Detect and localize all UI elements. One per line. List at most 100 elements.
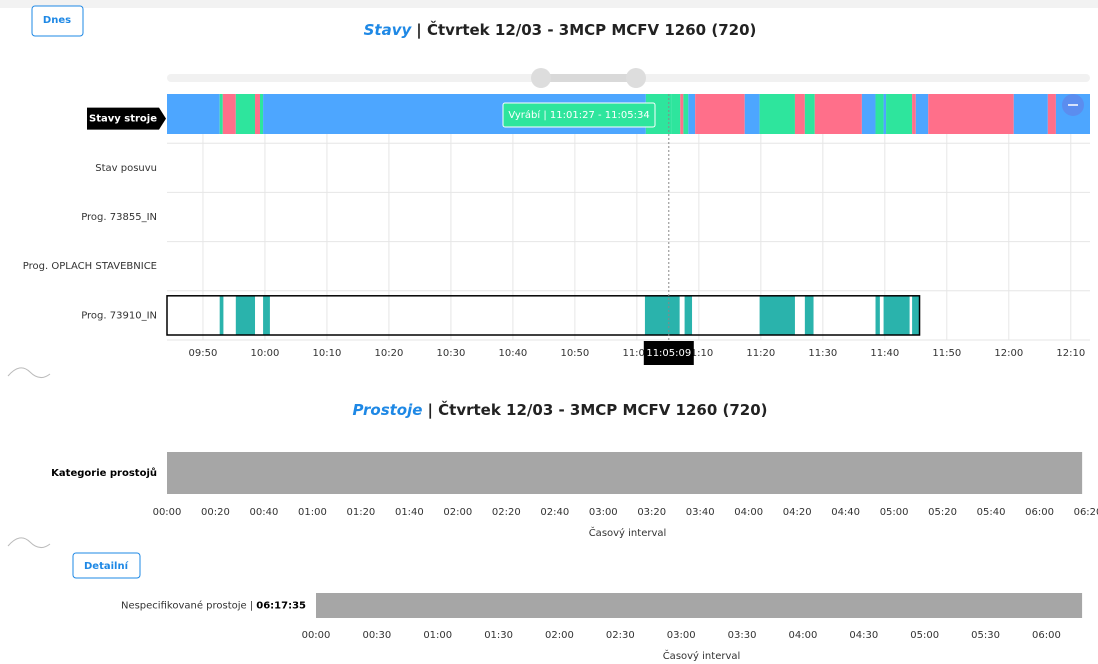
row-label: Nespecifikované prostoje | 06:17:35 (121, 600, 306, 612)
x-tick-label: 02:00 (443, 507, 472, 518)
row-label: Stav posuvu (95, 163, 157, 174)
segment (875, 94, 884, 134)
segment (316, 593, 1083, 618)
x-tick-label: 02:40 (540, 507, 569, 518)
x-tick-label: 01:00 (298, 507, 327, 518)
x-tick-label: 02:00 (545, 630, 574, 641)
range-handle[interactable] (626, 68, 646, 88)
row-name: Prog. 73855_IN (81, 212, 157, 223)
segment (804, 94, 815, 134)
segment (688, 94, 696, 134)
segment (915, 94, 929, 134)
segment (875, 295, 880, 335)
button-frame[interactable] (72, 552, 141, 579)
x-tick-label: 12:00 (994, 348, 1023, 359)
detail-button[interactable]: Detailní (72, 552, 141, 579)
row-total: 06:17:35 (256, 601, 306, 612)
x-tick-label: 11:30 (808, 348, 837, 359)
segment (814, 94, 862, 134)
segment (695, 94, 745, 134)
x-tick-label: 01:30 (484, 630, 513, 641)
segment (883, 94, 887, 134)
segment (671, 94, 681, 134)
button-label[interactable]: Detailní (84, 560, 129, 572)
segment (167, 94, 220, 134)
x-tick-label: 03:00 (589, 507, 618, 518)
x-tick-label: 05:00 (910, 630, 939, 641)
range-handle[interactable] (531, 68, 551, 88)
segment (886, 94, 913, 134)
segment (794, 94, 805, 134)
segment (235, 94, 256, 134)
x-axis-label: Časový interval (663, 649, 741, 662)
row-outline (166, 295, 921, 336)
row-label: Prog. 73855_IN (81, 212, 157, 223)
x-tick-label: 06:20 (1074, 507, 1098, 518)
row-name: Prog. 73910_IN (81, 310, 157, 321)
segment (861, 94, 876, 134)
x-tick-label: 05:40 (977, 507, 1006, 518)
segment (263, 295, 270, 335)
x-tick-label: 09:50 (189, 348, 218, 359)
x-tick-label: 06:00 (1032, 630, 1061, 641)
segment (644, 295, 680, 335)
today-button[interactable]: Dnes (31, 5, 84, 37)
x-tick-label: 04:20 (783, 507, 812, 518)
x-tick-label: 10:00 (251, 348, 280, 359)
row-name: Kategorie prostojů (51, 466, 157, 479)
x-tick-label: 05:20 (928, 507, 957, 518)
range-selection[interactable] (541, 74, 636, 82)
x-tick-label: 01:40 (395, 507, 424, 518)
title-main: Prostoje (352, 401, 422, 419)
x-tick-label: 00:40 (250, 507, 279, 518)
x-tick-label: 00:30 (362, 630, 391, 641)
title-sub: | Čtvrtek 12/03 - 3MCP MCFV 1260 (720) (427, 400, 767, 420)
x-tick-label: 00:00 (153, 507, 182, 518)
segment (167, 452, 1083, 494)
x-tick-label: 11:50 (932, 348, 961, 359)
button-label[interactable]: Dnes (43, 15, 71, 26)
x-tick-label: 03:00 (667, 630, 696, 641)
row-name: Nespecifikované prostoje | (121, 600, 253, 612)
x-tick-label: 03:30 (728, 630, 757, 641)
x-tick-label: 02:20 (492, 507, 521, 518)
x-tick-label: 11:00 (622, 348, 651, 359)
segment (883, 295, 910, 335)
x-tick-label: 10:20 (375, 348, 404, 359)
segment (219, 295, 224, 335)
x-tick-label: 03:40 (686, 507, 715, 518)
chart-title: Stavy | Čtvrtek 12/03 - 3MCP MCFV 1260 (7… (364, 20, 757, 40)
segment (912, 94, 916, 134)
segment (683, 94, 689, 134)
x-tick-label: 06:00 (1025, 507, 1054, 518)
collapse-icon[interactable] (7, 367, 51, 378)
x-axis-label: Časový interval (589, 526, 667, 539)
x-tick-label: 12:10 (1056, 348, 1085, 359)
x-tick-label: 03:20 (637, 507, 666, 518)
button-frame[interactable] (31, 5, 84, 37)
cursor-label: 11:05:09 (646, 348, 691, 359)
x-tick-label: 04:30 (849, 630, 878, 641)
segment (1047, 94, 1056, 134)
x-tick-label: 00:00 (302, 630, 331, 641)
row-label: Stavy stroje (89, 114, 157, 125)
x-tick-label: 01:00 (423, 630, 452, 641)
segment (222, 94, 236, 134)
collapse-icon[interactable] (7, 537, 51, 548)
segment (219, 94, 223, 134)
chart-title: Prostoje | Čtvrtek 12/03 - 3MCP MCFV 1260… (352, 400, 767, 420)
x-tick-label: 04:00 (734, 507, 763, 518)
x-tick-label: 05:30 (971, 630, 1000, 641)
x-tick-label: 04:40 (831, 507, 860, 518)
segment (928, 94, 1014, 134)
x-tick-label: 10:40 (498, 348, 527, 359)
x-tick-label: 00:20 (201, 507, 230, 518)
x-tick-label: 02:30 (606, 630, 635, 641)
x-tick-label: 05:00 (880, 507, 909, 518)
x-tick-label: 10:30 (436, 348, 465, 359)
row-label: Kategorie prostojů (51, 466, 157, 479)
row-name: Stav posuvu (95, 163, 157, 174)
segment (759, 94, 795, 134)
title-main: Stavy (364, 21, 413, 39)
segment (1013, 94, 1048, 134)
